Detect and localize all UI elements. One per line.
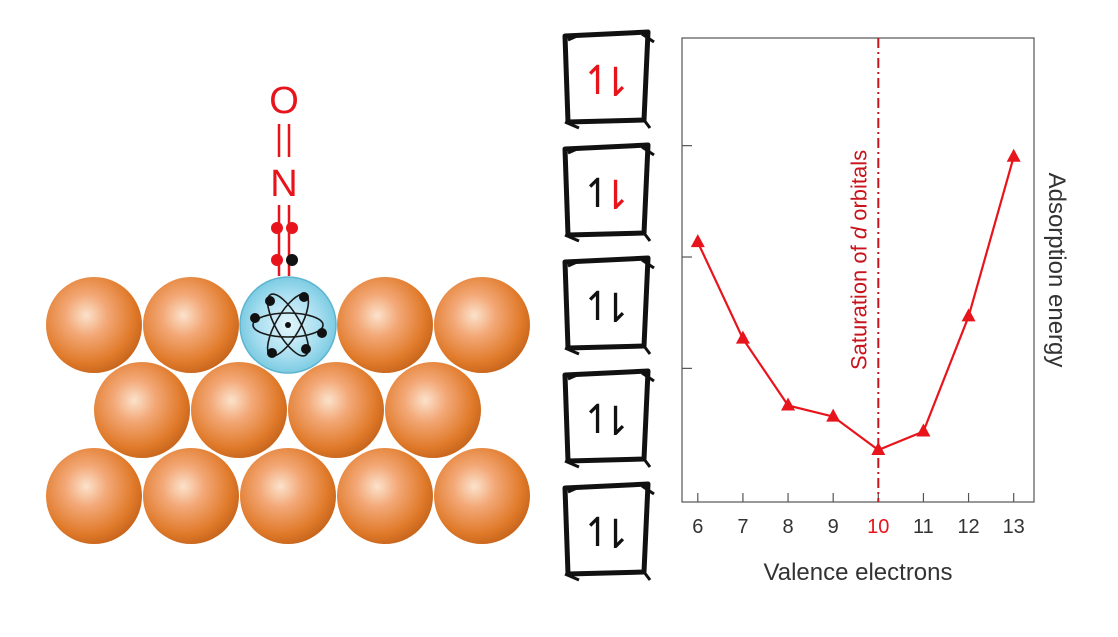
orbital-box: ↿⇂: [562, 481, 655, 582]
transition-metal-atom: [239, 276, 337, 374]
bonding-electrons: [271, 222, 298, 266]
orbital-box: ↿⇂: [562, 142, 655, 243]
copper-atom: [94, 362, 190, 458]
adsorption-chart: 6 7 8 9 10 11 12 13 Saturation of d orbitals Va…: [681, 37, 1070, 586]
x-tick-label: 10: [867, 516, 889, 538]
copper-atom: [337, 448, 433, 544]
orbital-box: ↿⇂: [562, 255, 655, 356]
copper-atom: [434, 277, 530, 373]
copper-atom: [46, 277, 142, 373]
series-line: [690, 148, 1021, 456]
spin-down-arrow: ⇂: [599, 60, 633, 106]
copper-atom: [288, 362, 384, 458]
x-tick-label: 8: [782, 516, 793, 538]
x-tick-label: 6: [692, 516, 703, 538]
oxygen-label: O: [269, 80, 299, 122]
data-point-marker: [1006, 148, 1021, 162]
y-ticks: [682, 145, 692, 369]
x-axis-label: Valence electrons: [764, 559, 953, 586]
orbital-box: ↿⇂: [562, 29, 655, 130]
spin-down-arrow: ⇂: [599, 399, 633, 445]
x-tick-label: 7: [737, 516, 748, 538]
spin-up-arrow: ↿: [581, 171, 615, 217]
x-tick-label: 11: [913, 516, 934, 538]
x-ticks: 6 7 8 9 10 11 12 13: [692, 493, 1025, 538]
copper-atom: [434, 448, 530, 544]
y-axis-label: Adsorption energy: [1043, 173, 1070, 368]
saturation-line: Saturation of d orbitals: [846, 38, 880, 502]
nitrogen-label: N: [270, 163, 297, 205]
orbital-box: ↿⇂: [562, 368, 655, 469]
copper-atom: [46, 448, 142, 544]
no-molecule: O N: [269, 80, 299, 276]
data-point-marker: [916, 423, 931, 437]
spin-up-arrow: ↿: [581, 397, 615, 443]
data-point-marker: [781, 397, 796, 411]
series-polyline: [696, 156, 1015, 452]
spin-down-arrow: ⇂: [599, 512, 633, 558]
spin-up-arrow: ↿: [581, 58, 615, 104]
d-orbital-boxes: ↿⇂↿⇂↿⇂↿⇂↿⇂: [562, 29, 655, 582]
spin-up-arrow: ↿: [581, 284, 615, 330]
spin-down-arrow: ⇂: [599, 286, 633, 332]
x-tick-label: 13: [1003, 516, 1025, 538]
data-point-marker: [871, 442, 886, 456]
copper-atom: [385, 362, 481, 458]
x-tick-label: 12: [957, 516, 979, 538]
copper-atom: [143, 277, 239, 373]
spin-down-arrow: ⇂: [599, 173, 633, 219]
copper-atom: [337, 277, 433, 373]
data-point-marker: [690, 234, 705, 248]
data-point-marker: [961, 308, 976, 322]
data-point-marker: [826, 408, 841, 422]
spin-up-arrow: ↿: [581, 510, 615, 556]
copper-atom: [143, 448, 239, 544]
plot-frame: [681, 37, 1035, 503]
surface-slab: [46, 277, 530, 544]
data-point-marker: [735, 330, 750, 344]
copper-atom: [191, 362, 287, 458]
saturation-label: Saturation of d orbitals: [846, 150, 871, 370]
copper-atom: [240, 448, 336, 544]
x-tick-label: 9: [828, 516, 839, 538]
